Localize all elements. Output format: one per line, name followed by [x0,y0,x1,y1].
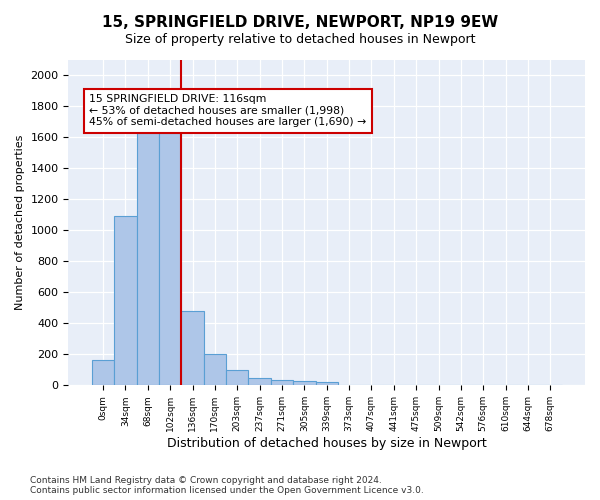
Bar [293,382,316,386]
Bar [204,354,226,386]
Text: 15, SPRINGFIELD DRIVE, NEWPORT, NP19 9EW: 15, SPRINGFIELD DRIVE, NEWPORT, NP19 9EW [102,15,498,30]
Y-axis label: Number of detached properties: Number of detached properties [15,135,25,310]
Bar [137,133,159,386]
X-axis label: Distribution of detached houses by size in Newport: Distribution of detached houses by size … [167,437,487,450]
Bar [316,382,338,386]
Bar [159,133,181,386]
Bar [271,380,293,386]
Text: Size of property relative to detached houses in Newport: Size of property relative to detached ho… [125,32,475,46]
Bar [338,384,360,386]
Text: Contains HM Land Registry data © Crown copyright and database right 2024.
Contai: Contains HM Land Registry data © Crown c… [30,476,424,495]
Bar [226,370,248,386]
Bar [248,378,271,386]
Bar [181,311,204,386]
Bar [114,216,137,386]
Bar [92,360,114,386]
Text: 15 SPRINGFIELD DRIVE: 116sqm
← 53% of detached houses are smaller (1,998)
45% of: 15 SPRINGFIELD DRIVE: 116sqm ← 53% of de… [89,94,367,128]
